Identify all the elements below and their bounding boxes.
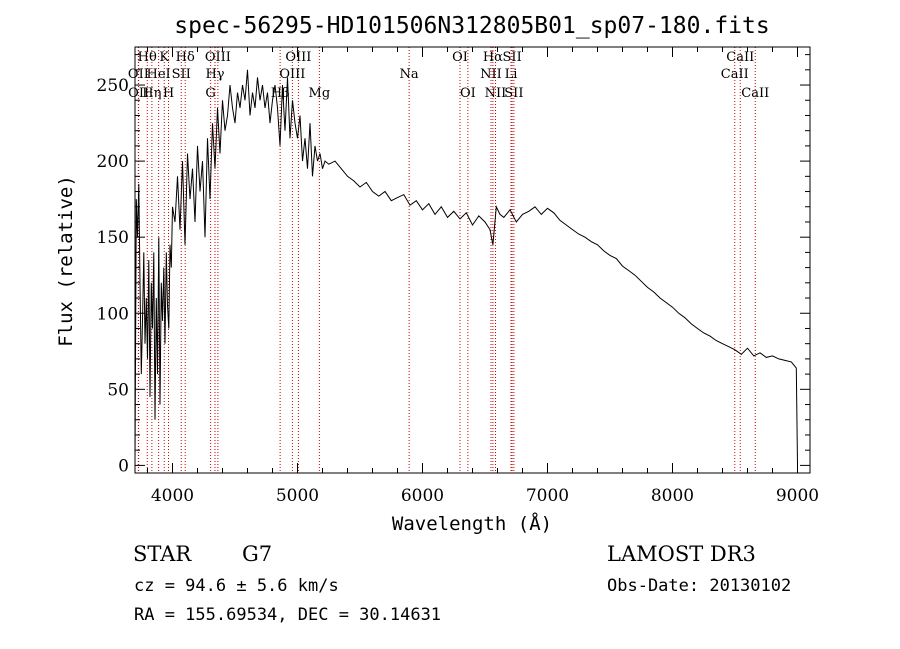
line-label-caii: CaII [726, 50, 754, 65]
y-axis: 0 50 100 150 200 250 [97, 54, 810, 476]
line-label-nii: NII [485, 86, 507, 101]
x-tick-label: 8000 [651, 486, 694, 506]
line-label-na: Na [400, 67, 419, 82]
redshift-value: cz = 94.6 ± 5.6 km/s [134, 576, 339, 596]
line-label-oi: OI [452, 50, 468, 65]
line-label-mg: Mg [309, 86, 331, 101]
object-class: STAR [133, 542, 192, 566]
y-tick-label: 150 [97, 228, 129, 248]
line-label-g: G [205, 86, 215, 101]
y-tick-label: 50 [107, 380, 129, 400]
x-tick-label: 4000 [151, 486, 194, 506]
line-label-oiii: OIII [279, 67, 305, 82]
x-tick-label: 9000 [776, 486, 819, 506]
line-label-caii: CaII [741, 86, 769, 101]
line-label-hα: Hα [483, 50, 503, 65]
x-tick-label: 5000 [276, 486, 319, 506]
line-label-hγ: Hγ [205, 67, 224, 82]
survey-name: LAMOST DR3 [607, 542, 756, 566]
y-tick-label: 0 [118, 456, 129, 476]
x-axis-label: Wavelength (Å) [392, 512, 552, 535]
object-subclass: G7 [242, 542, 272, 566]
line-label-oii: OII [128, 67, 149, 82]
line-label-oiii: OIII [285, 50, 311, 65]
line-label-hθ: Hθ [138, 50, 157, 65]
line-label-oii: OII [128, 86, 149, 101]
line-label-li: Li [505, 67, 518, 82]
y-tick-label: 200 [97, 152, 129, 172]
line-label-k: K [159, 50, 169, 65]
y-tick-label: 100 [97, 304, 129, 324]
line-label-sii: SII [504, 86, 523, 101]
coordinates: RA = 155.69534, DEC = 30.14631 [134, 605, 441, 625]
line-label-sii: SII [172, 67, 191, 82]
observation-date: Obs-Date: 20130102 [607, 576, 791, 596]
x-tick-label: 7000 [526, 486, 569, 506]
y-tick-label: 250 [97, 76, 129, 96]
line-label-hη: Hη [142, 86, 161, 101]
line-label-hδ: Hδ [176, 50, 195, 65]
x-axis: 4000 5000 6000 7000 8000 9000 [147, 47, 819, 506]
chart-title: spec-56295-HD101506N312805B01_sp07-180.f… [174, 13, 769, 39]
line-label-oiii: OIII [205, 50, 231, 65]
line-label-h: H [163, 86, 174, 101]
x-tick-label: 6000 [401, 486, 444, 506]
line-label-nii: NII [480, 67, 502, 82]
emission-line-markers [137, 47, 756, 473]
line-label-hei: HeI [147, 67, 171, 82]
line-label-oi: OI [460, 86, 476, 101]
y-axis-label: Flux (relative) [55, 175, 77, 347]
line-label-sii: SII [503, 50, 522, 65]
spectrum-line [134, 69, 798, 466]
line-label-caii: CaII [721, 67, 749, 82]
